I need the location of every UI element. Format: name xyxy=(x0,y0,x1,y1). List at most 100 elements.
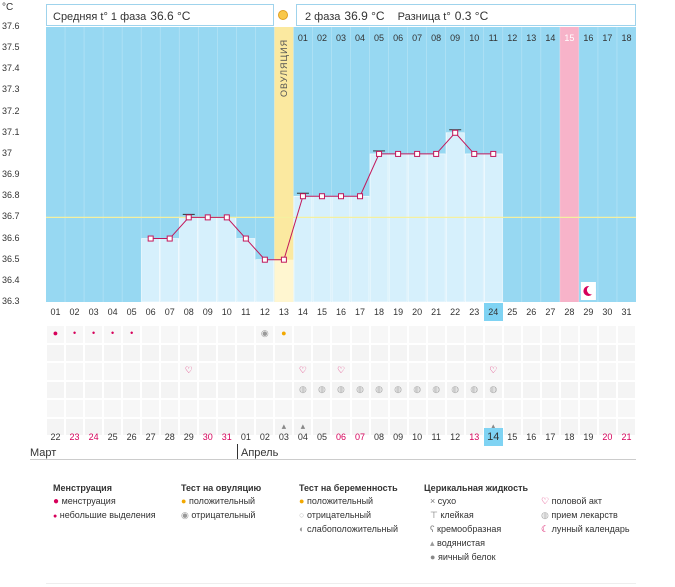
symptom-cell[interactable] xyxy=(502,380,522,399)
symptom-cell[interactable] xyxy=(103,343,123,362)
symptom-cell[interactable] xyxy=(483,343,503,362)
cycle-day-cell[interactable]: 23 xyxy=(469,307,480,317)
symptom-cell[interactable] xyxy=(160,343,180,362)
cycle-day-cell[interactable]: 30 xyxy=(602,307,613,317)
symptom-cell[interactable] xyxy=(312,343,332,362)
symptom-cell[interactable] xyxy=(540,343,560,362)
symptom-cell[interactable] xyxy=(559,380,579,399)
symptom-cell[interactable] xyxy=(217,343,237,362)
symptom-cell[interactable] xyxy=(141,325,161,344)
calendar-day-cell[interactable]: 21 xyxy=(621,432,632,442)
symptom-cell[interactable] xyxy=(369,362,389,381)
symptom-cell[interactable] xyxy=(407,325,427,344)
symptom-cell[interactable] xyxy=(464,417,484,436)
cycle-day-cell[interactable]: 10 xyxy=(221,307,232,317)
symptom-cell[interactable] xyxy=(350,362,370,381)
symptom-cell[interactable] xyxy=(274,380,294,399)
symptom-cell[interactable] xyxy=(46,325,66,344)
symptom-cell[interactable] xyxy=(407,362,427,381)
symptom-cell[interactable] xyxy=(426,399,446,418)
symptom-cell[interactable] xyxy=(293,380,313,399)
symptom-cell[interactable] xyxy=(312,325,332,344)
calendar-day-cell[interactable]: 29 xyxy=(183,432,194,442)
symptom-cell[interactable] xyxy=(312,399,332,418)
symptom-cell[interactable] xyxy=(160,325,180,344)
cycle-day-cell[interactable]: 19 xyxy=(393,307,404,317)
symptom-cell[interactable] xyxy=(65,417,85,436)
symptom-cell[interactable] xyxy=(407,417,427,436)
symptom-cell[interactable] xyxy=(578,380,598,399)
symptom-cell[interactable] xyxy=(407,343,427,362)
symptom-cell[interactable] xyxy=(198,380,218,399)
symptom-cell[interactable] xyxy=(331,362,351,381)
symptom-cell[interactable] xyxy=(236,325,256,344)
symptom-cell[interactable] xyxy=(160,362,180,381)
calendar-day-cell[interactable]: 23 xyxy=(69,432,80,442)
symptom-cell[interactable] xyxy=(350,399,370,418)
symptom-cell[interactable] xyxy=(84,417,104,436)
symptom-cell[interactable] xyxy=(597,399,617,418)
symptom-cell[interactable] xyxy=(388,399,408,418)
symptom-cell[interactable] xyxy=(293,362,313,381)
symptom-cell[interactable] xyxy=(255,417,275,436)
calendar-day-cell[interactable]: 15 xyxy=(507,432,518,442)
symptom-cell[interactable] xyxy=(597,325,617,344)
calendar-day-cell[interactable]: 09 xyxy=(393,432,404,442)
symptom-cell[interactable] xyxy=(616,343,636,362)
calendar-day-cell[interactable]: 30 xyxy=(202,432,213,442)
symptom-cell[interactable] xyxy=(160,399,180,418)
symptom-cell[interactable] xyxy=(540,325,560,344)
cycle-day-cell[interactable]: 08 xyxy=(183,307,194,317)
cycle-day-cell[interactable]: 16 xyxy=(335,307,346,317)
symptom-cell[interactable] xyxy=(293,417,313,436)
symptom-cell[interactable] xyxy=(141,343,161,362)
cycle-day-cell[interactable]: 18 xyxy=(374,307,385,317)
symptom-cell[interactable] xyxy=(331,417,351,436)
cycle-day-cell[interactable]: 27 xyxy=(545,307,556,317)
calendar-day-cell[interactable]: 18 xyxy=(564,432,575,442)
symptom-cell[interactable] xyxy=(217,362,237,381)
calendar-day-cell[interactable]: 01 xyxy=(240,432,251,442)
calendar-day-cell[interactable]: 05 xyxy=(316,432,327,442)
symptom-cell[interactable] xyxy=(65,399,85,418)
cycle-day-cell[interactable]: 06 xyxy=(145,307,156,317)
symptom-cell[interactable] xyxy=(198,417,218,436)
calendar-day-cell[interactable]: 19 xyxy=(583,432,594,442)
calendar-day-cell[interactable]: 10 xyxy=(412,432,423,442)
symptom-cell[interactable] xyxy=(198,399,218,418)
symptom-cell[interactable] xyxy=(236,399,256,418)
symptom-cell[interactable] xyxy=(464,362,484,381)
symptom-cell[interactable] xyxy=(84,380,104,399)
symptom-cell[interactable] xyxy=(217,325,237,344)
symptom-cell[interactable] xyxy=(559,362,579,381)
symptom-cell[interactable] xyxy=(388,325,408,344)
symptom-cell[interactable] xyxy=(274,325,294,344)
cycle-day-cell[interactable]: 28 xyxy=(564,307,575,317)
symptom-cell[interactable] xyxy=(350,417,370,436)
symptom-cell[interactable] xyxy=(540,417,560,436)
calendar-day-cell[interactable]: 26 xyxy=(126,432,137,442)
symptom-cell[interactable] xyxy=(84,325,104,344)
symptom-cell[interactable] xyxy=(160,380,180,399)
symptom-cell[interactable] xyxy=(331,325,351,344)
symptom-cell[interactable] xyxy=(388,343,408,362)
calendar-day-cell[interactable]: 11 xyxy=(431,432,441,442)
symptom-cell[interactable] xyxy=(122,362,142,381)
calendar-day-cell[interactable]: 28 xyxy=(164,432,175,442)
calendar-day-cell[interactable]: 12 xyxy=(450,432,461,442)
symptom-cell[interactable] xyxy=(141,399,161,418)
cycle-day-cell[interactable]: 14 xyxy=(297,307,308,317)
symptom-cell[interactable] xyxy=(141,380,161,399)
symptom-cell[interactable] xyxy=(217,417,237,436)
symptom-cell[interactable] xyxy=(46,380,66,399)
symptom-cell[interactable] xyxy=(103,380,123,399)
calendar-day-cell[interactable]: 06 xyxy=(335,432,346,442)
symptom-cell[interactable] xyxy=(540,362,560,381)
symptom-cell[interactable] xyxy=(597,380,617,399)
symptom-cell[interactable] xyxy=(559,399,579,418)
symptom-cell[interactable] xyxy=(559,417,579,436)
symptom-cell[interactable] xyxy=(122,380,142,399)
symptom-cell[interactable] xyxy=(388,362,408,381)
symptom-cell[interactable] xyxy=(293,325,313,344)
symptom-cell[interactable] xyxy=(578,399,598,418)
